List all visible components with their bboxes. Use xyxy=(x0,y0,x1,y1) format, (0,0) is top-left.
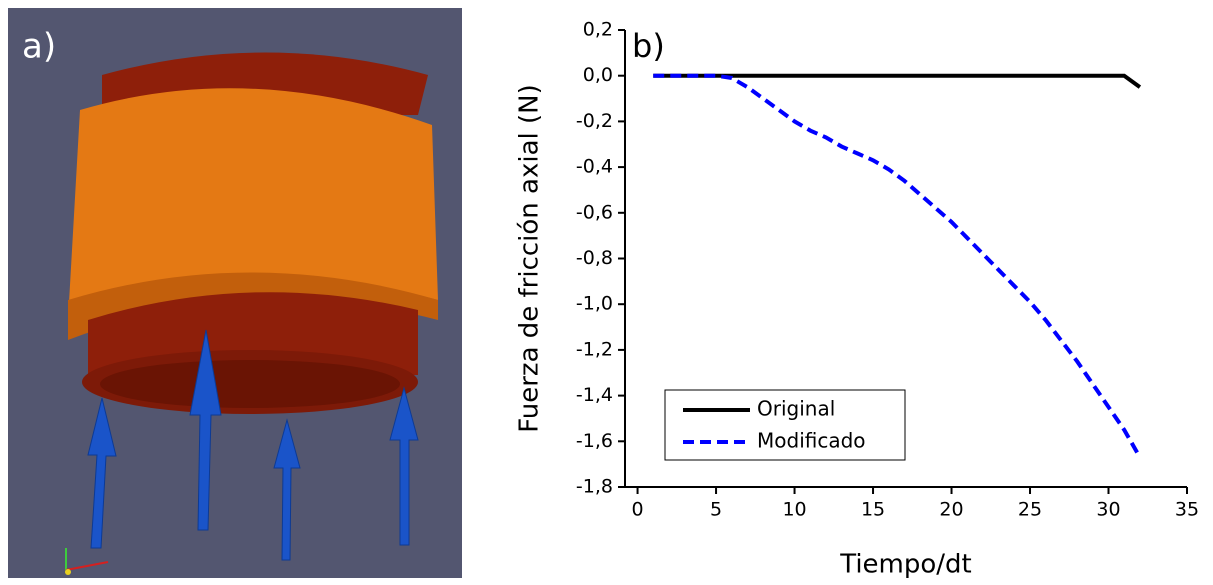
x-tick-label: 30 xyxy=(1096,499,1120,521)
panel-label: a) xyxy=(22,27,56,67)
x-tick-label: 25 xyxy=(1018,499,1042,521)
y-tick-label: -0,8 xyxy=(576,247,613,269)
x-axis-label: Tiempo/dt xyxy=(839,550,972,580)
panel-label: b) xyxy=(632,27,665,65)
legend-label: Original xyxy=(757,397,835,421)
y-tick-label: -1,2 xyxy=(576,338,613,360)
y-tick-label: -1,8 xyxy=(576,476,613,498)
y-tick-label: 0,0 xyxy=(583,64,613,86)
y-axis-label: Fuerza de fricción axial (N) xyxy=(515,84,545,433)
x-tick-label: 35 xyxy=(1175,499,1199,521)
lower-ring-inner xyxy=(100,360,400,408)
y-tick-label: -1,0 xyxy=(576,293,613,315)
x-tick-label: 20 xyxy=(939,499,963,521)
y-tick-label: -1,6 xyxy=(576,430,613,452)
legend-label: Modificado xyxy=(757,429,866,453)
render-panel: a) xyxy=(8,8,462,578)
y-tick-label: -1,4 xyxy=(576,384,613,406)
y-tick-label: -0,6 xyxy=(576,201,613,223)
x-tick-label: 15 xyxy=(861,499,885,521)
y-tick-label: -0,2 xyxy=(576,110,613,132)
gizmo-z xyxy=(65,569,71,575)
figure: a) 0,2 0,0 -0,2 -0,4 -0,6 -0,8 -1,0 -1,2 -1,4 -1,… xyxy=(0,0,1213,585)
x-tick-label: 10 xyxy=(782,499,806,521)
x-tick-label: 0 xyxy=(632,499,644,521)
x-tick-label: 5 xyxy=(710,499,722,521)
y-tick-label: 0,2 xyxy=(583,19,613,41)
y-tick-label: -0,4 xyxy=(576,156,613,178)
